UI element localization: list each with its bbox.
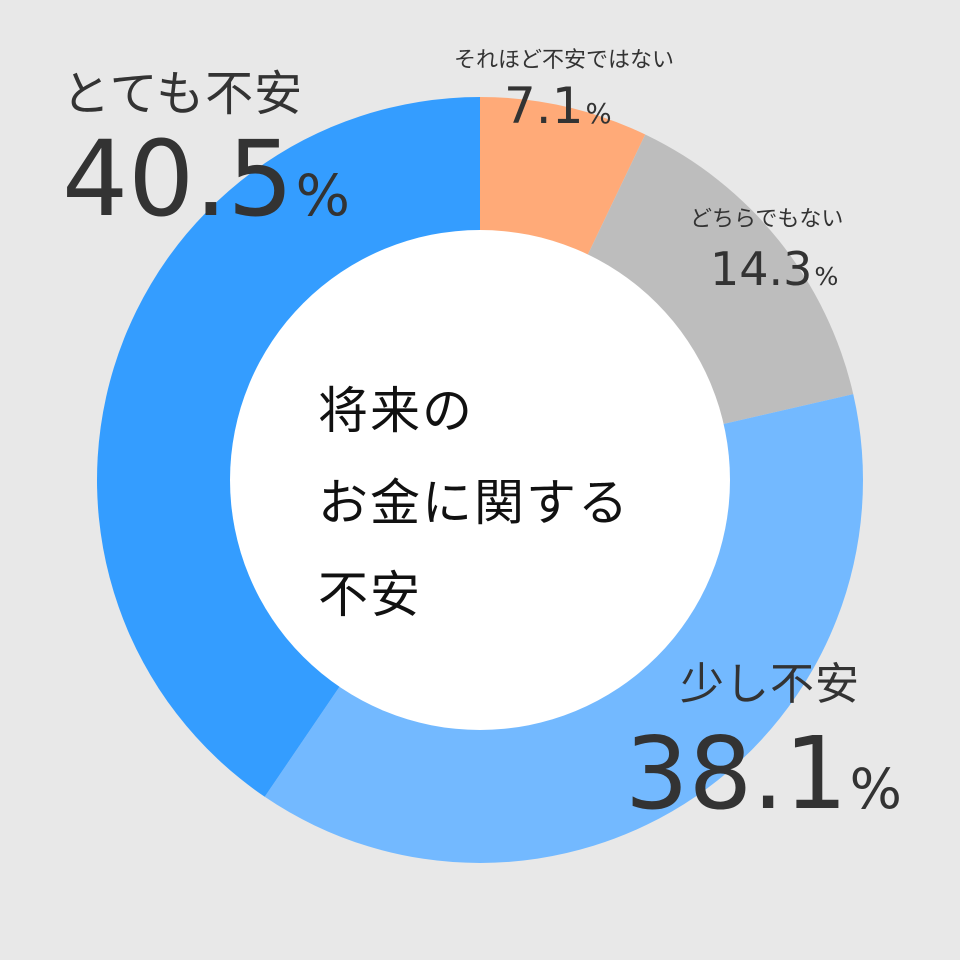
slice-label-dochira-demo-nai: どちらでもない 14.3%	[690, 205, 843, 303]
slice-label-sorehodo-fuan-dewanai: それほど不安ではない 7.1%	[454, 46, 674, 142]
chart-title-line-3: 不安	[318, 566, 422, 624]
slice-label-sukoshi-fuan: 少し不安 38.1%	[625, 655, 902, 842]
slice-value-label: 14.3%	[710, 243, 843, 303]
slice-name-label: どちらでもない	[690, 207, 844, 232]
slice-value-label: 7.1%	[504, 78, 674, 142]
chart-title-line-2: お金に関する	[318, 474, 630, 532]
slice-value-number: 14.3	[710, 242, 813, 296]
slice-value-number: 40.5	[62, 118, 294, 240]
slice-label-totemo-fuan: とても不安 40.5%	[62, 62, 350, 251]
slice-value-label: 38.1%	[625, 721, 902, 842]
slice-value-number: 38.1	[625, 715, 848, 832]
percent-sign: %	[585, 98, 612, 130]
donut-hole	[230, 230, 730, 730]
slice-name-label: とても不安	[62, 66, 304, 122]
percent-sign: %	[849, 757, 902, 821]
slice-value-number: 7.1	[504, 77, 584, 135]
percent-sign: %	[295, 163, 350, 229]
percent-sign: %	[814, 262, 839, 291]
chart-title: 将来の お金に関する 不安	[318, 365, 698, 641]
slice-name-label: 少し不安	[680, 659, 860, 710]
slice-name-label: それほど不安ではない	[454, 48, 675, 73]
slice-value-label: 40.5%	[62, 124, 350, 251]
chart-title-line-1: 将来の	[318, 382, 474, 440]
